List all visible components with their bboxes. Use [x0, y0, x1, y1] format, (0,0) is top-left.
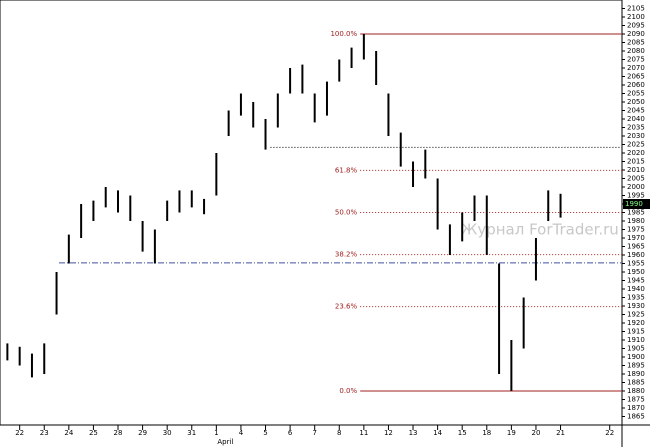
x-tick-label: 22	[605, 429, 614, 437]
y-tick-label: 2075	[627, 56, 645, 64]
x-tick-label: 30	[163, 429, 172, 437]
y-tick-label: 2090	[627, 30, 645, 38]
y-tick-label: 2085	[627, 39, 645, 47]
x-tick-label: 7	[312, 429, 316, 437]
y-tick-label: 2000	[627, 183, 645, 191]
y-tick-label: 1920	[627, 319, 645, 327]
y-tick-label: 1935	[627, 294, 645, 302]
y-tick-label: 1905	[627, 345, 645, 353]
x-tick-label: 14	[433, 429, 442, 437]
x-tick-label: 6	[288, 429, 293, 437]
plot-frame	[0, 0, 623, 426]
y-tick-label: 1865	[627, 413, 645, 421]
last-price-box	[623, 199, 650, 209]
y-tick-label: 2030	[627, 132, 645, 140]
x-tick-label: 18	[482, 429, 491, 437]
y-tick-label: 2070	[627, 64, 645, 72]
fib-label: 100.0%	[330, 30, 357, 38]
x-tick-label: 29	[138, 429, 147, 437]
y-tick-label: 1940	[627, 285, 645, 293]
y-tick-label: 2035	[627, 124, 645, 132]
x-tick-label: 25	[89, 429, 98, 437]
fib-label: 23.6%	[335, 303, 358, 311]
fib-label: 38.2%	[335, 251, 358, 259]
x-tick-label: 13	[409, 429, 418, 437]
y-tick-label: 1890	[627, 370, 645, 378]
x-tick-label: 31	[187, 429, 196, 437]
y-tick-label: 1930	[627, 302, 645, 310]
y-tick-label: 2040	[627, 115, 645, 123]
x-tick-label: 15	[458, 429, 467, 437]
watermark: Журнал ForTrader.ru	[461, 221, 619, 239]
y-tick-label: 2100	[627, 13, 645, 21]
y-tick-label: 1950	[627, 268, 645, 276]
month-label: April	[217, 438, 233, 446]
y-tick-label: 1925	[627, 311, 645, 319]
y-tick-label: 2065	[627, 73, 645, 81]
x-tick-label: 23	[40, 429, 49, 437]
y-tick-label: 1975	[627, 226, 645, 234]
y-tick-label: 1960	[627, 251, 645, 259]
last-price-label: 1990	[625, 200, 643, 208]
y-tick-label: 2060	[627, 81, 645, 89]
x-tick-label: 20	[531, 429, 540, 437]
y-tick-label: 1885	[627, 379, 645, 387]
y-tick-label: 1875	[627, 396, 645, 404]
y-tick-label: 2020	[627, 149, 645, 157]
x-tick-label: 22	[15, 429, 24, 437]
y-tick-label: 2080	[627, 47, 645, 55]
x-tick-label: 1	[214, 429, 218, 437]
x-tick-label: 5	[263, 429, 267, 437]
y-tick-label: 2010	[627, 166, 645, 174]
y-tick-label: 1985	[627, 209, 645, 217]
x-tick-label: 19	[507, 429, 516, 437]
y-tick-label: 1910	[627, 336, 645, 344]
y-tick-label: 2015	[627, 158, 645, 166]
y-tick-label: 2025	[627, 141, 645, 149]
y-tick-label: 1945	[627, 277, 645, 285]
x-tick-label: 28	[114, 429, 123, 437]
y-tick-label: 1915	[627, 328, 645, 336]
y-tick-label: 1995	[627, 192, 645, 200]
y-tick-label: 1970	[627, 234, 645, 242]
fib-label: 0.0%	[339, 387, 357, 395]
y-tick-label: 2045	[627, 107, 645, 115]
y-tick-label: 1980	[627, 217, 645, 225]
y-tick-label: 2095	[627, 22, 645, 30]
y-tick-label: 1870	[627, 404, 645, 412]
x-tick-label: 21	[556, 429, 565, 437]
y-tick-label: 1880	[627, 387, 645, 395]
y-tick-label: 1900	[627, 353, 645, 361]
y-tick-label: 2055	[627, 90, 645, 98]
x-tick-label: 8	[337, 429, 341, 437]
y-tick-label: 1955	[627, 260, 645, 268]
x-tick-label: 24	[64, 429, 73, 437]
fib-label: 50.0%	[335, 209, 358, 217]
y-tick-label: 2105	[627, 5, 645, 13]
y-tick-label: 2050	[627, 98, 645, 106]
x-tick-label: 12	[384, 429, 393, 437]
x-tick-label: 4	[239, 429, 244, 437]
fib-label: 61.8%	[335, 166, 358, 174]
x-tick-label: 11	[359, 429, 368, 437]
y-tick-label: 1965	[627, 243, 645, 251]
y-tick-label: 1895	[627, 362, 645, 370]
y-tick-label: 2005	[627, 175, 645, 183]
